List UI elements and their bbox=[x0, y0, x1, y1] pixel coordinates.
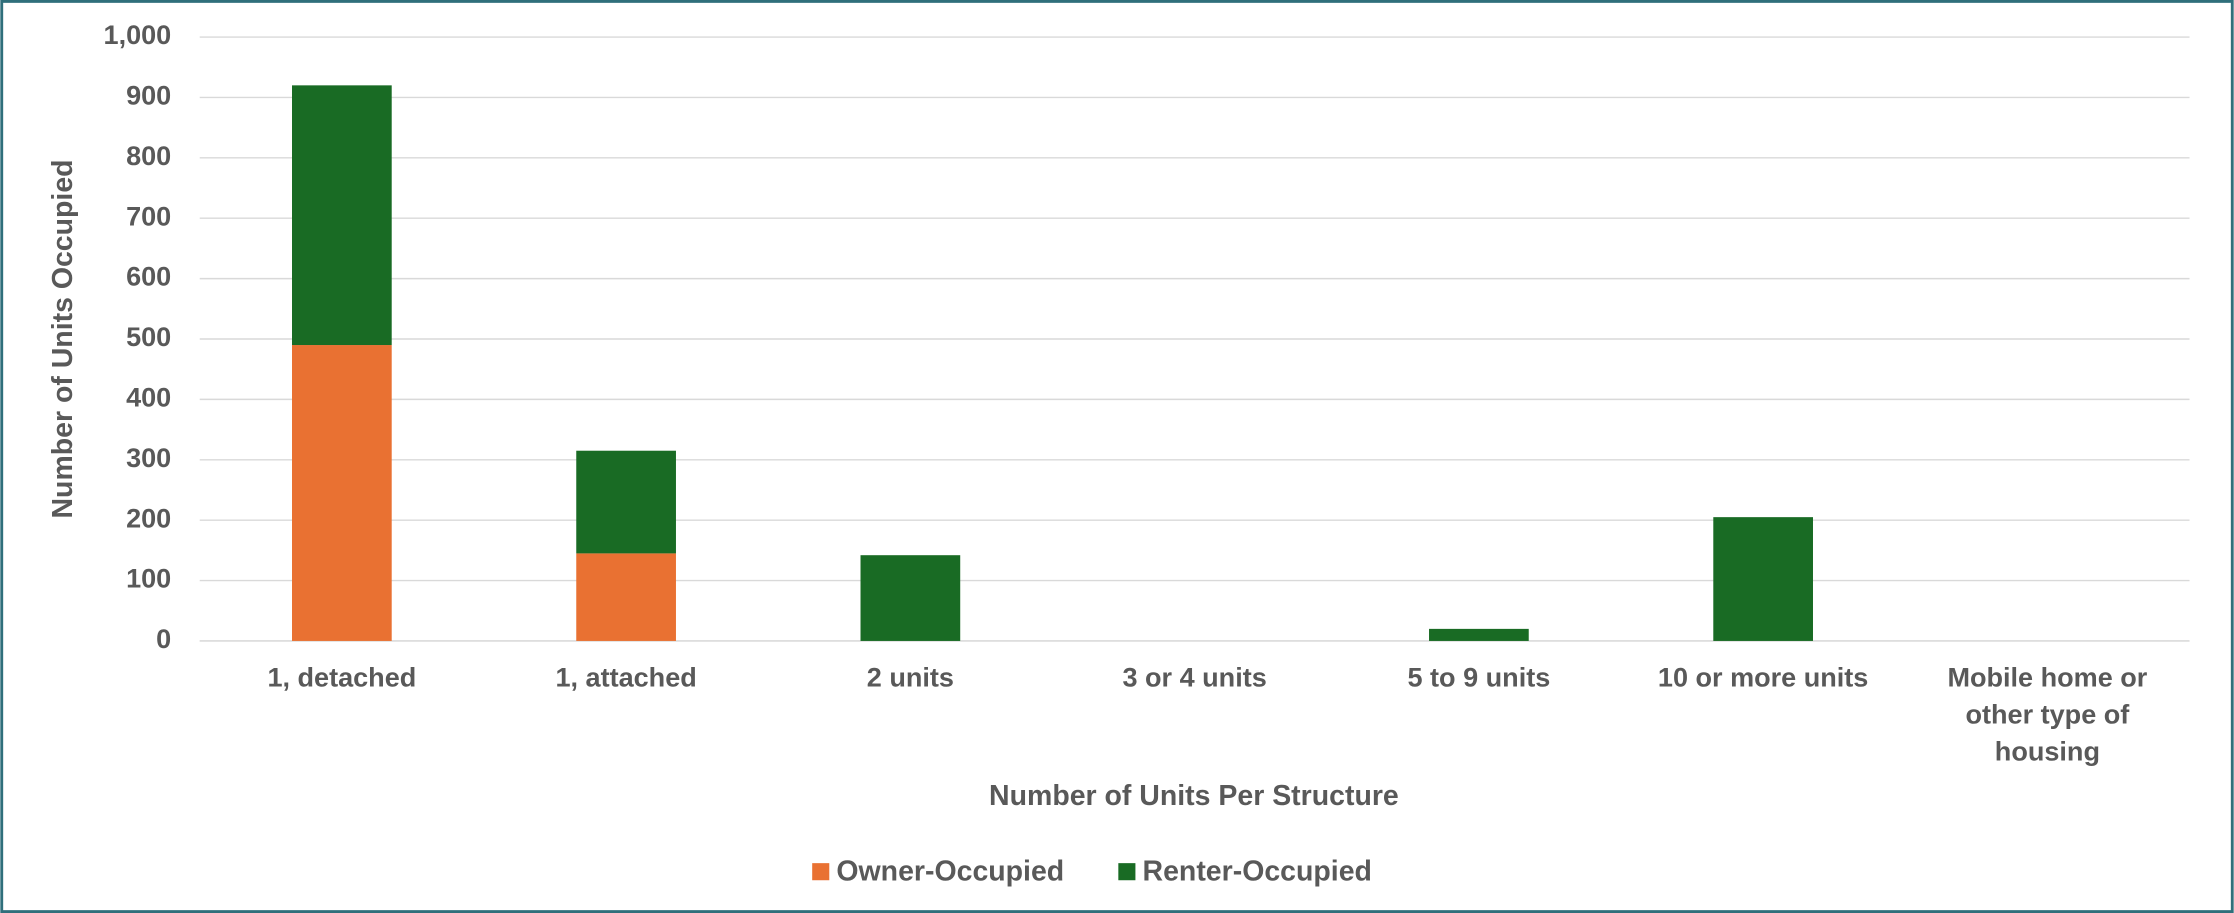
legend-swatch bbox=[812, 863, 830, 881]
y-tick-label: 1,000 bbox=[104, 20, 172, 50]
x-tick-label: 1, detached bbox=[267, 663, 416, 693]
y-tick-label: 700 bbox=[126, 201, 171, 231]
legend-label: Renter-Occupied bbox=[1143, 856, 1372, 888]
tick-line: other type of bbox=[1965, 700, 2130, 730]
y-tick-label: 400 bbox=[126, 383, 171, 413]
legend-swatch bbox=[1118, 863, 1136, 881]
tick-line: housing bbox=[1995, 737, 2100, 767]
bar-segment bbox=[292, 85, 392, 346]
y-tick-label: 900 bbox=[126, 81, 171, 111]
bar-segment bbox=[576, 553, 676, 641]
x-tick-label: 5 to 9 units bbox=[1408, 663, 1551, 693]
y-tick-label: 600 bbox=[126, 262, 171, 292]
bar-segment bbox=[576, 450, 676, 554]
y-tick-label: 0 bbox=[156, 624, 171, 654]
bar-segment bbox=[1429, 628, 1529, 641]
x-tick-label: 10 or more units bbox=[1658, 663, 1868, 693]
legend: Owner-Occupied Renter-Occupied bbox=[812, 856, 1372, 888]
x-tick-label: 1, attached bbox=[555, 663, 696, 693]
y-tick-label: 100 bbox=[126, 564, 171, 594]
x-axis-title: Number of Units Per Structure bbox=[989, 780, 1399, 812]
bar-segment bbox=[1713, 517, 1813, 641]
y-tick-label: 300 bbox=[126, 443, 171, 473]
y-tick-label: 500 bbox=[126, 322, 171, 352]
y-tick-label: 800 bbox=[126, 141, 171, 171]
y-tick-label: 200 bbox=[126, 503, 171, 533]
x-tick-label: 2 units bbox=[867, 663, 954, 693]
tick-line: Mobile home or bbox=[1947, 663, 2147, 693]
legend-label: Owner-Occupied bbox=[836, 856, 1064, 888]
y-axis-title: Number of Units Occupied bbox=[47, 159, 79, 518]
bar-segment bbox=[860, 555, 961, 641]
x-tick-label: Mobile home or other type of housing bbox=[1947, 663, 2147, 767]
x-tick-label: 3 or 4 units bbox=[1122, 663, 1266, 693]
bar-segment bbox=[292, 345, 392, 641]
